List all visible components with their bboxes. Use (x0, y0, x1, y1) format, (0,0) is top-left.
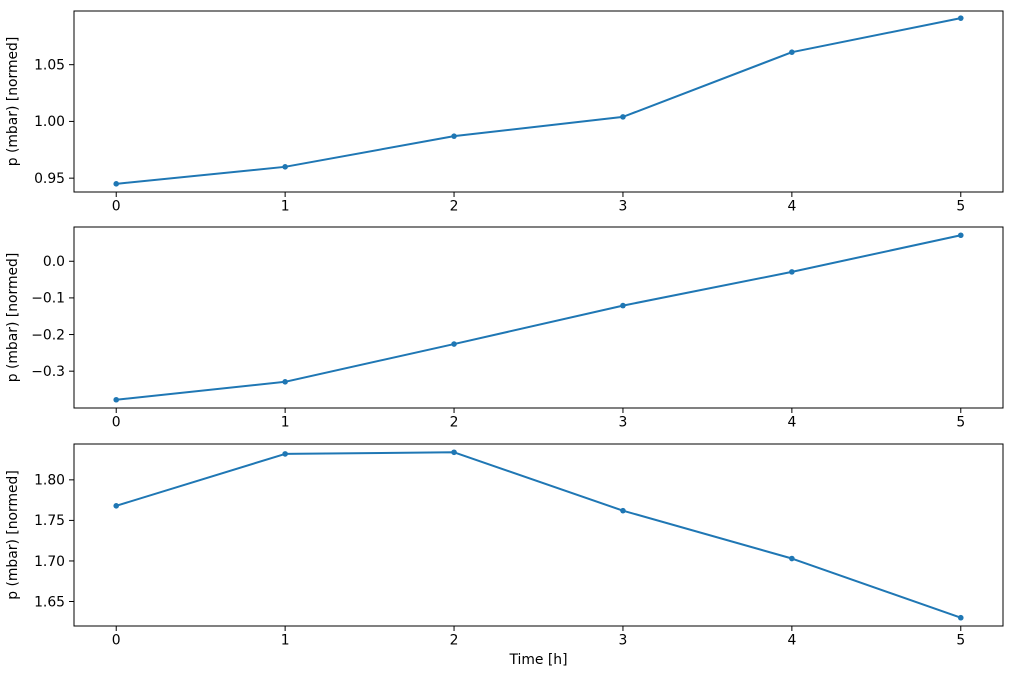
x-axis-label: Time [h] (508, 652, 567, 668)
series-line (115, 234, 962, 401)
x-tick-label: 3 (619, 633, 628, 649)
x-tick-label: 3 (619, 199, 628, 215)
y-tick-label: −0.3 (31, 364, 65, 380)
y-tick-label: 1.80 (34, 473, 65, 489)
x-tick-label: 2 (450, 199, 459, 215)
y-tick-label: −0.2 (31, 327, 65, 343)
data-point (789, 269, 795, 275)
data-point (451, 133, 457, 139)
x-tick-label: 1 (281, 633, 290, 649)
data-point (451, 449, 457, 456)
series-line (115, 17, 962, 185)
data-point (282, 164, 288, 170)
y-tick-label: 1.70 (34, 554, 65, 570)
axes-frame (73, 226, 1004, 409)
data-point (113, 396, 120, 403)
x-tick-label: 4 (787, 199, 796, 215)
x-tick-label: 2 (450, 415, 459, 431)
x-tick-label: 1 (281, 199, 290, 215)
y-axis-label-middle: p (mbar) [normed] (5, 253, 21, 383)
data-point (113, 181, 120, 187)
x-tick-label: 0 (112, 633, 121, 649)
data-point (282, 451, 288, 457)
y-tick-label: 1.05 (34, 57, 65, 73)
y-tick-label: 1.65 (34, 594, 65, 610)
axes-frame (73, 443, 1004, 627)
y-tick-label: 1.75 (34, 513, 65, 529)
x-tick-label: 4 (787, 633, 796, 649)
data-point (957, 15, 964, 21)
x-tick-label: 0 (112, 415, 121, 431)
axes-frame (73, 10, 1004, 193)
y-tick-label: 0.95 (34, 171, 65, 187)
data-point (113, 503, 120, 509)
data-point (620, 507, 626, 514)
data-point (282, 379, 288, 385)
subplot-1: 0 1 2 3 4 5 0.95 1.00 1.05 (34, 10, 1004, 215)
x-tick-label: 0 (112, 199, 121, 215)
data-point (451, 341, 457, 347)
data-point (620, 302, 626, 309)
x-tick-label: 4 (787, 415, 796, 431)
data-point (789, 49, 795, 55)
x-tick-label: 1 (281, 415, 290, 431)
data-point (957, 232, 964, 239)
data-point (620, 114, 626, 120)
y-axis-label-bottom: p (mbar) [normed] (5, 470, 21, 600)
subplot-3: 0 1 2 3 4 5 1.65 1.70 1.75 1.80 (34, 443, 1004, 649)
x-tick-label: 2 (450, 633, 459, 649)
y-axis-label-top: p (mbar) [normed] (5, 37, 21, 167)
series-line (115, 451, 962, 619)
y-tick-label: −0.1 (31, 291, 65, 307)
y-tick-label: 1.00 (34, 114, 65, 130)
x-tick-label: 5 (956, 415, 965, 431)
y-tick-label: 0.0 (43, 254, 65, 270)
x-tick-label: 5 (956, 199, 965, 215)
data-point (957, 614, 964, 621)
x-tick-label: 5 (956, 633, 965, 649)
subplot-2: 0 1 2 3 4 5 −0.3 −0.2 −0.1 0.0 (31, 226, 1004, 431)
data-point (789, 555, 795, 562)
x-tick-label: 3 (619, 415, 628, 431)
